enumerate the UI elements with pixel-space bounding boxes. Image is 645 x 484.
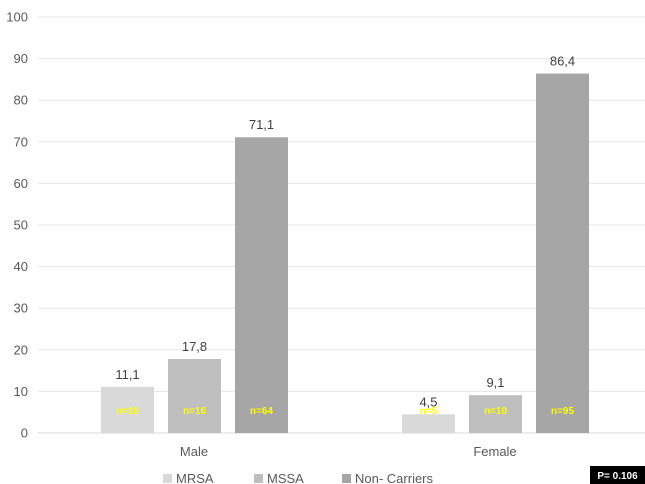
bar-non-carriers-female	[536, 73, 589, 434]
legend-entry-label: Non- Carriers	[355, 471, 434, 484]
legend-swatch	[254, 474, 263, 483]
bar-non-carriers-male	[235, 137, 288, 433]
data-label: 4,5	[419, 394, 437, 409]
data-label: 17,8	[182, 339, 207, 354]
legend-entry-label: MRSA	[176, 471, 214, 484]
y-tick-label: 20	[14, 342, 28, 357]
sample-size-label: n=64	[250, 406, 274, 417]
legend-swatch	[342, 474, 351, 483]
p-value-badge: P= 0.106	[590, 466, 645, 484]
y-tick-label: 60	[14, 176, 28, 191]
y-tick-label: 100	[6, 10, 28, 25]
y-axis-tick-labels: 0 10 20 30 40 50 60 70 80 90 100	[6, 10, 28, 441]
x-category-label: Male	[180, 444, 208, 459]
y-tick-label: 10	[14, 384, 28, 399]
sample-size-label: n=10	[484, 406, 508, 417]
p-value-text: P= 0.106	[597, 471, 638, 482]
legend: MRSA MSSA Non- Carriers	[163, 471, 434, 484]
sample-size-label: n=16	[183, 406, 207, 417]
bar-mrsa-male	[101, 386, 154, 433]
y-tick-label: 70	[14, 134, 28, 149]
legend-entry-label: MSSA	[267, 471, 304, 484]
data-label: 9,1	[486, 375, 504, 390]
sample-size-label: n=95	[551, 406, 575, 417]
y-tick-label: 40	[14, 259, 28, 274]
category-labels: Male Female	[180, 444, 517, 459]
data-label: 71,1	[249, 117, 274, 132]
y-tick-label: 80	[14, 93, 28, 108]
bars: 11,1 n=10 17,8 n=16 71,1 n=64 4,5n=5 9,1 n=10 86,…	[101, 54, 589, 434]
sample-size-label: n=10	[116, 406, 140, 417]
bar-mrsa-female	[402, 414, 455, 433]
y-tick-label: 30	[14, 301, 28, 316]
y-tick-label: 90	[14, 51, 28, 66]
sample-size-label: n=5	[420, 406, 438, 417]
legend-swatch	[163, 474, 172, 483]
data-label: 11,1	[115, 367, 139, 382]
bar-mssa-female	[469, 395, 522, 433]
data-label: 86,4	[550, 54, 575, 69]
bar-mssa-male	[168, 358, 221, 433]
x-category-label: Female	[473, 444, 516, 459]
p-value-box	[590, 466, 645, 484]
y-tick-label: 50	[14, 218, 28, 233]
y-tick-label: 0	[21, 426, 28, 441]
